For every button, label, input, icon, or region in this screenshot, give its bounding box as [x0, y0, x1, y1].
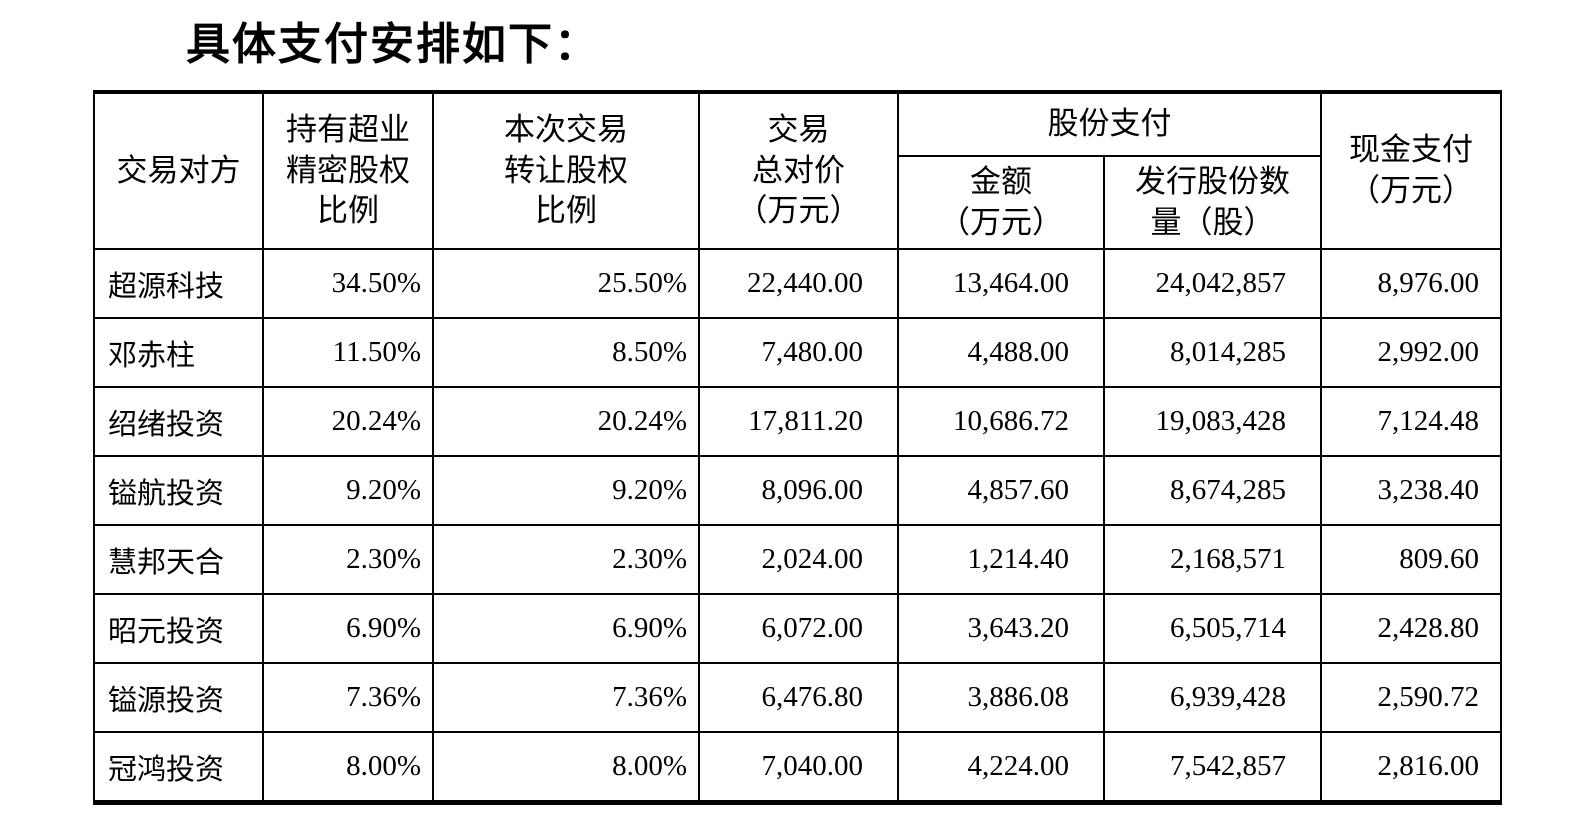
cell-counterparty: 镒源投资 — [93, 662, 264, 733]
page-title: 具体支付安排如下： — [186, 20, 600, 69]
cell-counterparty: 慧邦天合 — [93, 524, 264, 595]
cell-cash-payment: 2,992.00 — [1320, 317, 1502, 388]
cell-share-amount: 10,686.72 — [897, 386, 1105, 457]
header-share-payment-group: 股份支付 — [897, 91, 1322, 157]
cell-share-amount: 3,886.08 — [897, 662, 1105, 733]
table-row: 昭元投资 6.90% 6.90% 6,072.00 3,643.20 6,505… — [93, 593, 1502, 664]
header-cash-payment: 现金支付 （万元） — [1320, 91, 1502, 250]
cell-transfer-ratio: 25.50% — [432, 248, 700, 319]
table-row: 邓赤柱 11.50% 8.50% 7,480.00 4,488.00 8,014… — [93, 317, 1502, 388]
cell-total-consideration: 17,811.20 — [698, 386, 899, 457]
header-transfer-ratio: 本次交易 转让股权 比例 — [432, 91, 700, 250]
cell-cash-payment: 2,816.00 — [1320, 731, 1502, 804]
cell-total-consideration: 22,440.00 — [698, 248, 899, 319]
cell-share-quantity: 19,083,428 — [1103, 386, 1322, 457]
cell-holding-ratio: 2.30% — [262, 524, 434, 595]
cell-transfer-ratio: 20.24% — [432, 386, 700, 457]
table-row: 绍绪投资 20.24% 20.24% 17,811.20 10,686.72 1… — [93, 386, 1502, 457]
table-row: 镒源投资 7.36% 7.36% 6,476.80 3,886.08 6,939… — [93, 662, 1502, 733]
header-counterparty: 交易对方 — [93, 91, 264, 250]
cell-counterparty: 昭元投资 — [93, 593, 264, 664]
cell-transfer-ratio: 8.50% — [432, 317, 700, 388]
cell-cash-payment: 2,428.80 — [1320, 593, 1502, 664]
cell-cash-payment: 809.60 — [1320, 524, 1502, 595]
cell-counterparty: 邓赤柱 — [93, 317, 264, 388]
cell-counterparty: 超源科技 — [93, 248, 264, 319]
cell-share-quantity: 7,542,857 — [1103, 731, 1322, 804]
cell-total-consideration: 8,096.00 — [698, 455, 899, 526]
cell-holding-ratio: 34.50% — [262, 248, 434, 319]
cell-transfer-ratio: 9.20% — [432, 455, 700, 526]
cell-holding-ratio: 7.36% — [262, 662, 434, 733]
cell-total-consideration: 6,476.80 — [698, 662, 899, 733]
cell-transfer-ratio: 7.36% — [432, 662, 700, 733]
cell-share-quantity: 6,505,714 — [1103, 593, 1322, 664]
cell-share-quantity: 24,042,857 — [1103, 248, 1322, 319]
table-row: 镒航投资 9.20% 9.20% 8,096.00 4,857.60 8,674… — [93, 455, 1502, 526]
cell-holding-ratio: 6.90% — [262, 593, 434, 664]
payment-arrangement-table: 交易对方 持有超业 精密股权 比例 本次交易 转让股权 比例 交易 总对价 （万… — [93, 90, 1502, 805]
cell-cash-payment: 8,976.00 — [1320, 248, 1502, 319]
cell-share-amount: 4,857.60 — [897, 455, 1105, 526]
table-row: 慧邦天合 2.30% 2.30% 2,024.00 1,214.40 2,168… — [93, 524, 1502, 595]
cell-holding-ratio: 11.50% — [262, 317, 434, 388]
cell-holding-ratio: 8.00% — [262, 731, 434, 804]
cell-share-quantity: 8,014,285 — [1103, 317, 1322, 388]
cell-total-consideration: 2,024.00 — [698, 524, 899, 595]
cell-share-quantity: 6,939,428 — [1103, 662, 1322, 733]
cell-holding-ratio: 9.20% — [262, 455, 434, 526]
cell-share-quantity: 8,674,285 — [1103, 455, 1322, 526]
cell-total-consideration: 6,072.00 — [698, 593, 899, 664]
header-total-consideration: 交易 总对价 （万元） — [698, 91, 899, 250]
table-row: 超源科技 34.50% 25.50% 22,440.00 13,464.00 2… — [93, 248, 1502, 319]
cell-holding-ratio: 20.24% — [262, 386, 434, 457]
cell-share-quantity: 2,168,571 — [1103, 524, 1322, 595]
cell-transfer-ratio: 8.00% — [432, 731, 700, 804]
cell-share-amount: 3,643.20 — [897, 593, 1105, 664]
cell-share-amount: 4,224.00 — [897, 731, 1105, 804]
cell-total-consideration: 7,040.00 — [698, 731, 899, 804]
cell-cash-payment: 2,590.72 — [1320, 662, 1502, 733]
header-holding-ratio: 持有超业 精密股权 比例 — [262, 91, 434, 250]
cell-counterparty: 绍绪投资 — [93, 386, 264, 457]
cell-transfer-ratio: 6.90% — [432, 593, 700, 664]
header-share-amount: 金额 （万元） — [897, 155, 1105, 250]
cell-share-amount: 1,214.40 — [897, 524, 1105, 595]
cell-cash-payment: 7,124.48 — [1320, 386, 1502, 457]
cell-transfer-ratio: 2.30% — [432, 524, 700, 595]
table-row: 冠鸿投资 8.00% 8.00% 7,040.00 4,224.00 7,542… — [93, 731, 1502, 804]
cell-counterparty: 镒航投资 — [93, 455, 264, 526]
cell-total-consideration: 7,480.00 — [698, 317, 899, 388]
cell-share-amount: 13,464.00 — [897, 248, 1105, 319]
cell-counterparty: 冠鸿投资 — [93, 731, 264, 804]
header-share-quantity: 发行股份数 量（股） — [1103, 155, 1322, 250]
header-row-group: 交易对方 持有超业 精密股权 比例 本次交易 转让股权 比例 交易 总对价 （万… — [93, 91, 1502, 250]
header-row-sub: 金额 （万元） 发行股份数 量（股） — [94, 155, 1501, 250]
cell-share-amount: 4,488.00 — [897, 317, 1105, 388]
cell-cash-payment: 3,238.40 — [1320, 455, 1502, 526]
